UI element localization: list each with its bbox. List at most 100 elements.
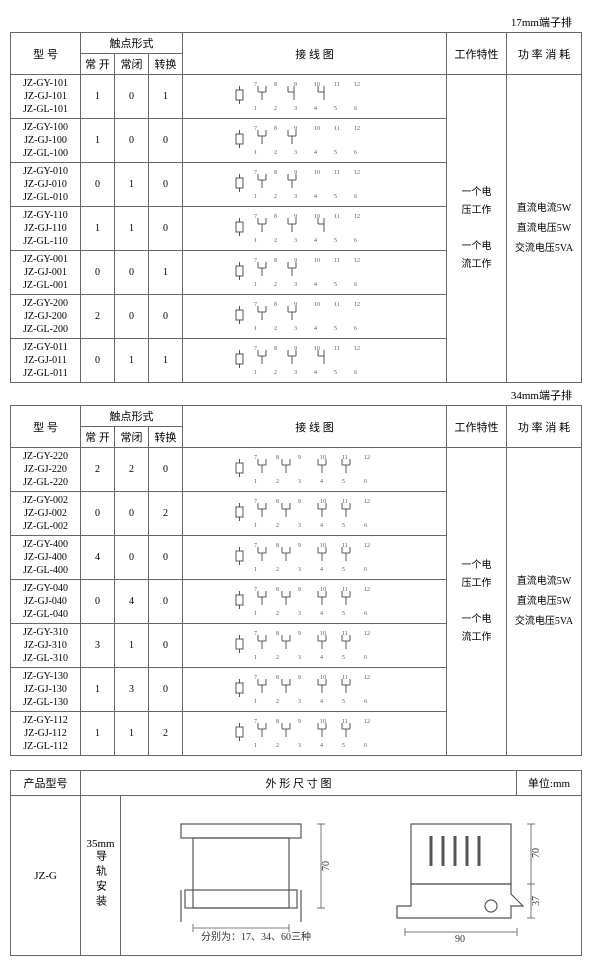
cell-work: 一个电压工作一个电流工作 [447,75,507,383]
svg-text:2: 2 [274,326,277,332]
svg-text:10: 10 [320,719,326,725]
outline-svg: 70 分别为：17、34、60三种 [161,806,541,946]
svg-text:8: 8 [274,214,277,220]
cell-wiring: 718293104115126 [183,712,447,756]
cell-wiring: 718293104115126 [183,207,447,251]
svg-text:10: 10 [314,170,320,176]
cell-model: JZ-GY-011JZ-GJ-011JZ-GL-011 [11,339,81,383]
outline-rail: 35mm 导轨安装 [81,796,121,956]
svg-text:7: 7 [254,587,257,593]
header-17mm: 17mm端子排 [10,14,572,30]
svg-text:7: 7 [254,631,257,637]
svg-text:1: 1 [254,699,257,705]
svg-text:5: 5 [334,282,337,288]
svg-text:10: 10 [314,214,320,220]
svg-text:5: 5 [342,699,345,705]
th-work: 工作特性 [447,406,507,448]
svg-text:5: 5 [334,150,337,156]
svg-text:12: 12 [364,587,370,593]
svg-text:8: 8 [274,126,277,132]
svg-text:12: 12 [364,675,370,681]
cell-nc: 1 [115,712,149,756]
svg-text:4: 4 [314,370,317,376]
svg-text:3: 3 [294,106,297,112]
cell-wiring: 718293104115126 [183,119,447,163]
svg-text:9: 9 [298,499,301,505]
svg-text:1: 1 [254,611,257,617]
svg-text:11: 11 [334,170,340,176]
th-co: 转换 [149,427,183,448]
cell-co: 1 [149,339,183,383]
svg-text:11: 11 [334,258,340,264]
cell-nc: 1 [115,624,149,668]
svg-text:6: 6 [354,282,357,288]
svg-text:8: 8 [276,631,279,637]
spec-table-34: 型 号 触点形式 接 线 图 工作特性 功 率 消 耗 常 开 常闭 转换 JZ… [10,405,582,756]
cell-co: 0 [149,580,183,624]
cell-wiring: 718293104115126 [183,75,447,119]
svg-text:1: 1 [254,743,257,749]
cell-model: JZ-GY-001JZ-GJ-001JZ-GL-001 [11,251,81,295]
cell-co: 0 [149,536,183,580]
cell-wiring: 718293104115126 [183,492,447,536]
svg-text:6: 6 [364,743,367,749]
svg-text:1: 1 [254,238,257,244]
svg-text:7: 7 [254,302,257,308]
cell-power: 直流电流5W直流电压5W交流电压5VA [507,75,582,383]
cell-no: 2 [81,295,115,339]
th-nc: 常闭 [115,54,149,75]
svg-text:10: 10 [314,126,320,132]
cell-model: JZ-GY-002JZ-GJ-002JZ-GL-002 [11,492,81,536]
svg-text:12: 12 [364,719,370,725]
svg-text:3: 3 [298,523,301,529]
svg-text:4: 4 [314,150,317,156]
svg-text:8: 8 [276,455,279,461]
svg-text:4: 4 [314,326,317,332]
cell-no: 4 [81,536,115,580]
svg-text:12: 12 [354,302,360,308]
svg-text:2: 2 [274,370,277,376]
svg-text:7: 7 [254,126,257,132]
cell-wiring: 718293104115126 [183,295,447,339]
th-wiring: 接 线 图 [183,33,447,75]
cell-co: 2 [149,492,183,536]
svg-text:7: 7 [254,543,257,549]
svg-text:3: 3 [298,567,301,573]
svg-text:10: 10 [314,82,320,88]
svg-text:4: 4 [320,523,323,529]
cell-no: 1 [81,668,115,712]
svg-text:8: 8 [276,587,279,593]
cell-model: JZ-GY-310JZ-GJ-310JZ-GL-310 [11,624,81,668]
svg-text:5: 5 [342,567,345,573]
svg-text:6: 6 [354,326,357,332]
outline-drawings: 70 分别为：17、34、60三种 [121,796,582,956]
svg-text:2: 2 [276,479,279,485]
th-wiring: 接 线 图 [183,406,447,448]
th-no: 常 开 [81,54,115,75]
cell-co: 0 [149,163,183,207]
svg-text:6: 6 [354,150,357,156]
outline-table: 产品型号 外 形 尺 寸 图 单位:mm JZ-G 35mm 导轨安装 [10,770,582,956]
svg-text:9: 9 [298,631,301,637]
svg-text:6: 6 [354,106,357,112]
svg-text:5: 5 [342,523,345,529]
svg-text:11: 11 [334,214,340,220]
svg-text:2: 2 [274,150,277,156]
cell-no: 0 [81,163,115,207]
cell-no: 0 [81,492,115,536]
svg-text:8: 8 [274,346,277,352]
svg-text:3: 3 [298,743,301,749]
svg-text:9: 9 [298,675,301,681]
cell-co: 2 [149,712,183,756]
svg-text:9: 9 [294,302,297,308]
svg-text:3: 3 [298,699,301,705]
svg-text:3: 3 [294,194,297,200]
cell-co: 1 [149,75,183,119]
dim-70b: 70 [531,848,541,858]
svg-text:4: 4 [320,699,323,705]
svg-text:6: 6 [354,194,357,200]
cell-nc: 0 [115,492,149,536]
svg-text:1: 1 [254,106,257,112]
svg-text:11: 11 [334,302,340,308]
svg-text:3: 3 [294,282,297,288]
